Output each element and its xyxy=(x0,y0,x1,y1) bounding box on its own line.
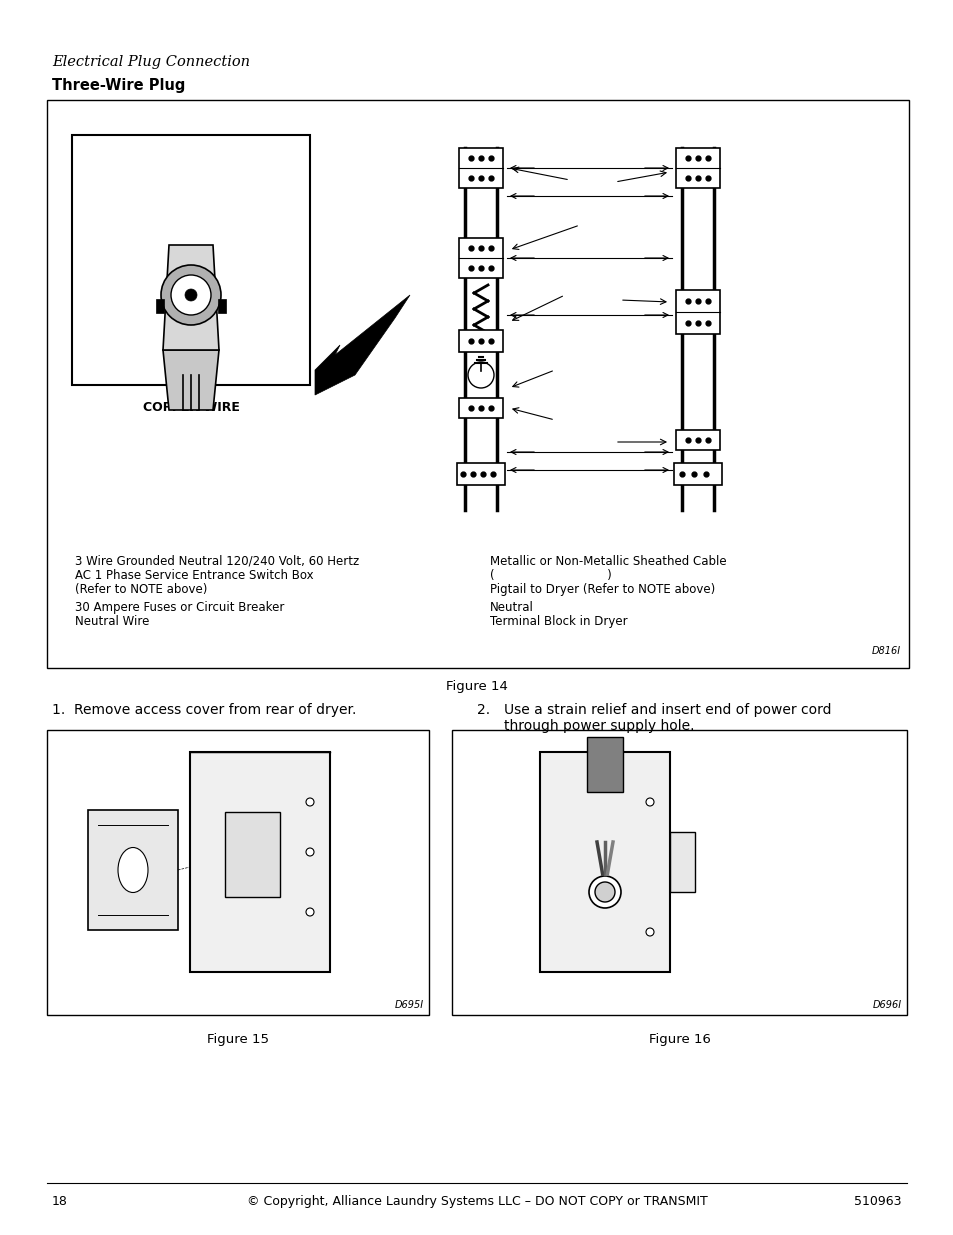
Bar xyxy=(539,752,669,972)
Bar xyxy=(190,752,330,972)
Circle shape xyxy=(171,275,211,315)
Bar xyxy=(673,463,721,485)
Bar xyxy=(47,100,908,668)
Bar xyxy=(47,730,429,1015)
Text: Figure 16: Figure 16 xyxy=(648,1032,710,1046)
Text: (                              ): ( ) xyxy=(490,569,611,582)
Circle shape xyxy=(645,927,654,936)
Text: Pigtail to Dryer (Refer to NOTE above): Pigtail to Dryer (Refer to NOTE above) xyxy=(490,583,715,597)
Circle shape xyxy=(306,798,314,806)
Text: Figure 15: Figure 15 xyxy=(207,1032,269,1046)
Text: 30 Ampere Fuses or Circuit Breaker: 30 Ampere Fuses or Circuit Breaker xyxy=(75,601,284,614)
Circle shape xyxy=(595,882,615,902)
Bar xyxy=(458,238,502,278)
Circle shape xyxy=(468,362,494,388)
Bar xyxy=(676,430,720,450)
Text: 2.: 2. xyxy=(476,703,490,718)
Circle shape xyxy=(161,266,221,325)
Bar xyxy=(225,811,280,897)
Text: (Refer to NOTE above): (Refer to NOTE above) xyxy=(75,583,207,597)
Polygon shape xyxy=(88,810,178,930)
Text: AC 1 Phase Service Entrance Switch Box: AC 1 Phase Service Entrance Switch Box xyxy=(75,569,314,582)
Bar xyxy=(156,299,164,312)
Text: Metallic or Non-Metallic Sheathed Cable: Metallic or Non-Metallic Sheathed Cable xyxy=(490,555,726,568)
Text: 1.  Remove access cover from rear of dryer.: 1. Remove access cover from rear of drye… xyxy=(52,703,356,718)
Text: D695I: D695I xyxy=(395,1000,423,1010)
Polygon shape xyxy=(163,245,219,350)
Text: 3 Wire Grounded Neutral 120/240 Volt, 60 Hertz: 3 Wire Grounded Neutral 120/240 Volt, 60… xyxy=(75,555,359,568)
Text: Terminal Block in Dryer: Terminal Block in Dryer xyxy=(490,615,627,629)
Circle shape xyxy=(306,848,314,856)
Bar xyxy=(669,832,695,892)
Bar xyxy=(456,463,504,485)
Circle shape xyxy=(185,289,196,301)
Ellipse shape xyxy=(118,847,148,893)
Text: © Copyright, Alliance Laundry Systems LLC – DO NOT COPY or TRANSMIT: © Copyright, Alliance Laundry Systems LL… xyxy=(247,1195,706,1208)
Text: Three-Wire Plug: Three-Wire Plug xyxy=(52,78,185,93)
Text: Figure 14: Figure 14 xyxy=(446,680,507,693)
Polygon shape xyxy=(314,295,410,395)
Text: COPPER WIRE: COPPER WIRE xyxy=(142,401,239,414)
Bar xyxy=(586,737,622,792)
Text: Use a strain relief and insert end of power cord
through power supply hole.: Use a strain relief and insert end of po… xyxy=(503,703,831,734)
Bar xyxy=(676,148,720,188)
Polygon shape xyxy=(163,350,219,410)
Bar xyxy=(452,730,906,1015)
Text: D816I: D816I xyxy=(871,646,900,656)
Bar xyxy=(71,135,310,385)
Text: D696I: D696I xyxy=(872,1000,901,1010)
Text: Neutral: Neutral xyxy=(490,601,534,614)
Circle shape xyxy=(306,908,314,916)
Text: Neutral Wire: Neutral Wire xyxy=(75,615,150,629)
Circle shape xyxy=(645,798,654,806)
Bar xyxy=(218,299,226,312)
Text: 510963: 510963 xyxy=(854,1195,901,1208)
Circle shape xyxy=(588,876,620,908)
Bar xyxy=(676,290,720,333)
Bar xyxy=(458,330,502,352)
Bar xyxy=(458,148,502,188)
Text: 18: 18 xyxy=(52,1195,68,1208)
Text: Electrical Plug Connection: Electrical Plug Connection xyxy=(52,56,250,69)
Bar xyxy=(458,398,502,417)
